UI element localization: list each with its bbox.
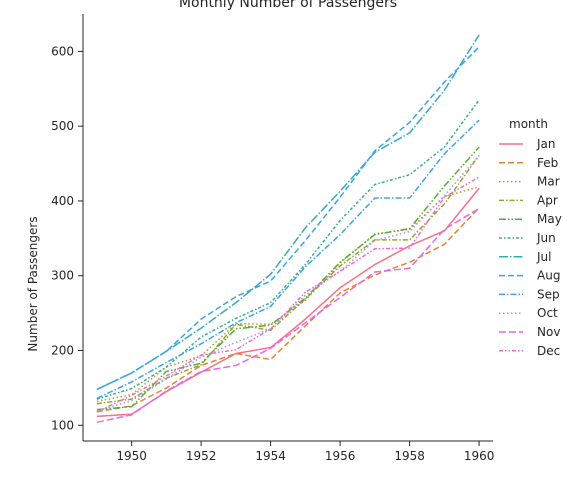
chart-title: Monthly Number of Passengers xyxy=(179,0,397,11)
series-line-dec xyxy=(96,176,480,413)
legend: month Jan Feb Mar Apr May Jun Jul Aug Sep Oct Nov D… xyxy=(499,117,562,358)
legend-label-mar: Mar xyxy=(537,175,560,189)
series-line-nov xyxy=(96,207,480,424)
legend-label-feb: Feb xyxy=(537,156,558,170)
series-line-jan xyxy=(96,187,480,418)
x-tick-label: 1958 xyxy=(394,449,425,463)
legend-label-apr: Apr xyxy=(537,193,558,207)
legend-label-oct: Oct xyxy=(537,306,558,320)
axes: 1950 1952 1954 1956 1958 1960 100 200 300 400 500 6… xyxy=(51,14,494,463)
y-axis-title: Number of Passengers xyxy=(26,216,40,351)
series-line-may xyxy=(96,146,480,411)
series-line-feb xyxy=(96,207,480,413)
legend-label-aug: Aug xyxy=(537,269,560,283)
legend-label-jan: Jan xyxy=(536,137,556,151)
x-tick-label: 1960 xyxy=(464,449,495,463)
series-line-jun xyxy=(96,99,480,400)
series-line-oct xyxy=(96,154,480,412)
x-tick-label: 1956 xyxy=(325,449,356,463)
series-line-aug xyxy=(96,46,480,391)
y-tick-label: 600 xyxy=(51,44,74,58)
y-tick-label: 100 xyxy=(51,418,74,432)
y-tick-label: 300 xyxy=(51,269,74,283)
series-line-mar xyxy=(96,186,480,403)
legend-label-nov: Nov xyxy=(537,325,560,339)
x-tick-label: 1952 xyxy=(186,449,217,463)
legend-label-jun: Jun xyxy=(536,231,556,245)
legend-label-may: May xyxy=(537,212,562,226)
plot-area xyxy=(96,34,480,424)
legend-title: month xyxy=(509,117,548,131)
x-tick-label: 1954 xyxy=(255,449,286,463)
legend-label-jul: Jul xyxy=(536,250,551,264)
y-tick-label: 200 xyxy=(51,344,74,358)
legend-label-dec: Dec xyxy=(537,344,560,358)
y-tick-label: 500 xyxy=(51,119,74,133)
legend-label-sep: Sep xyxy=(537,287,560,301)
series-line-apr xyxy=(96,154,480,405)
y-tick-label: 400 xyxy=(51,194,74,208)
series-line-sep xyxy=(96,119,480,400)
x-tick-label: 1950 xyxy=(116,449,147,463)
